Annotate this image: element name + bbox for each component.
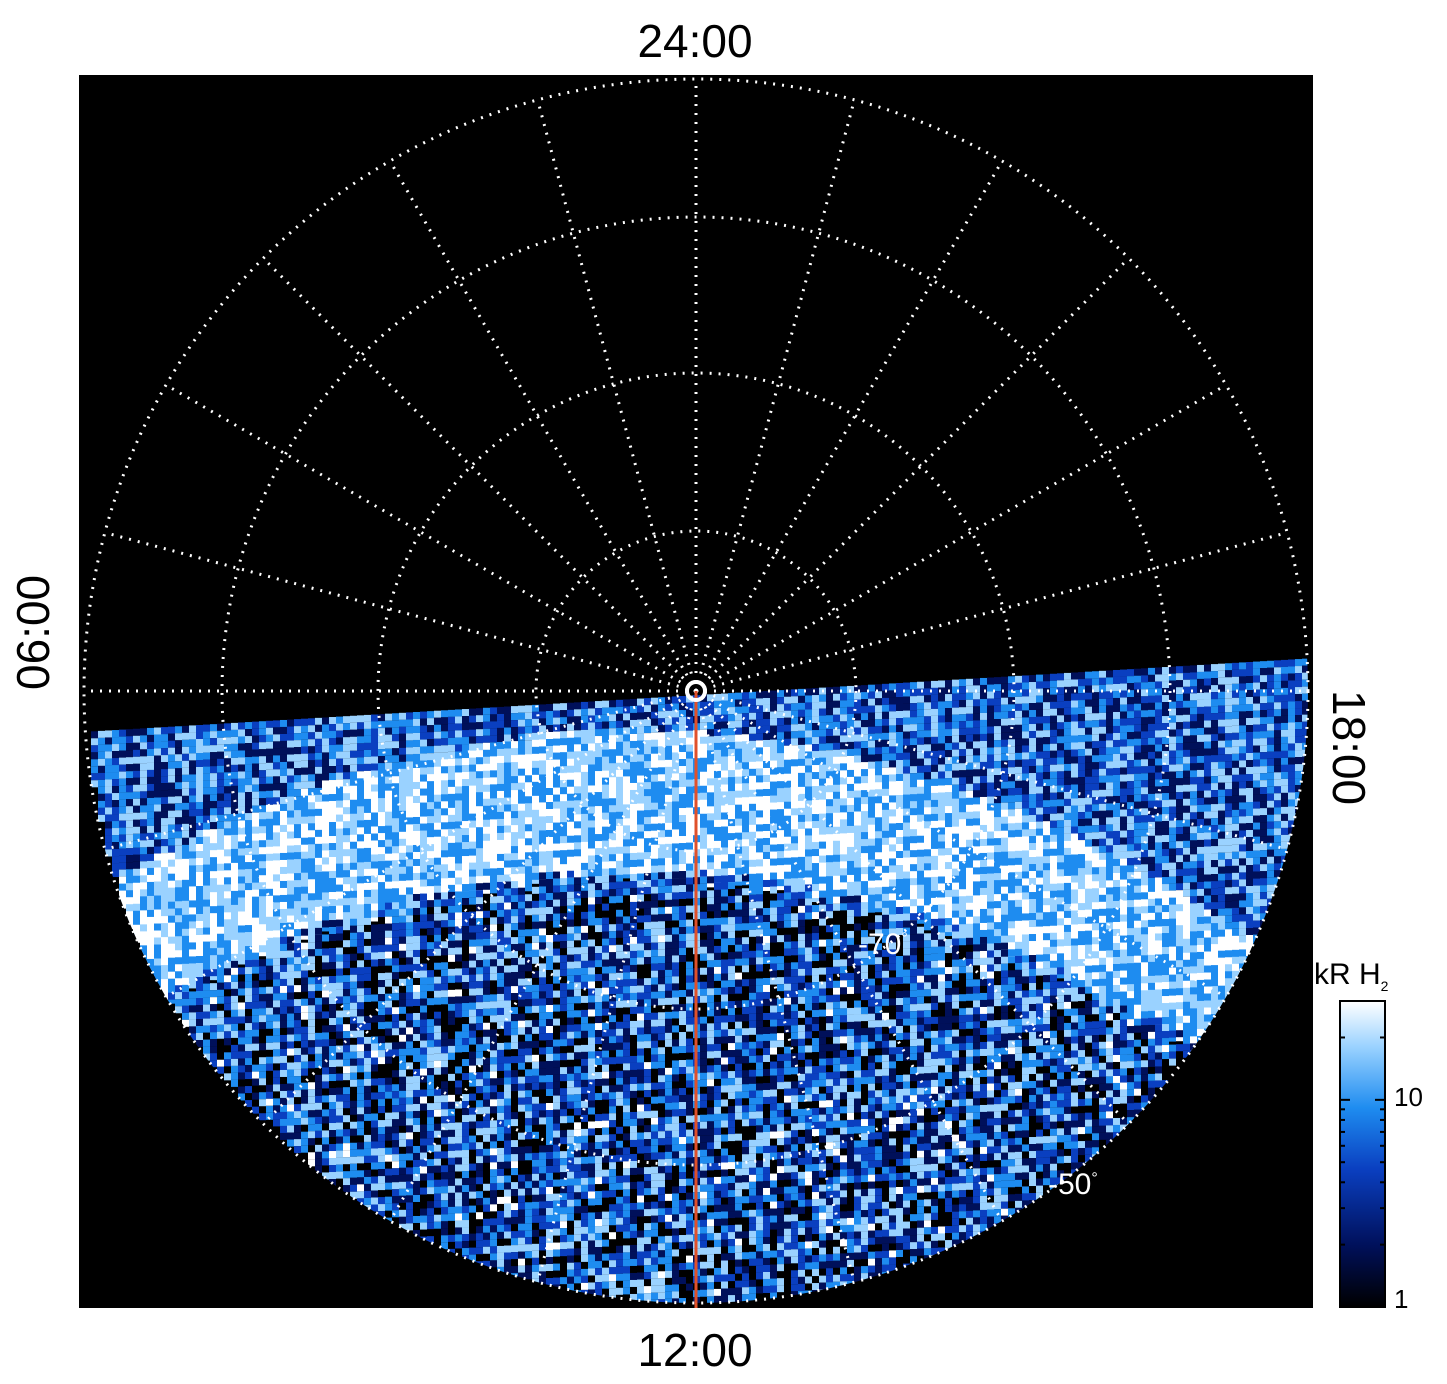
meridian-line — [388, 160, 698, 692]
meridian-line — [694, 690, 856, 1283]
colorbar — [1339, 1000, 1386, 1308]
auroral-emission-image — [91, 658, 1308, 1303]
local-time-label-right: 18:00 — [1323, 690, 1375, 806]
meridian-line — [694, 99, 856, 692]
meridian-line — [694, 689, 1130, 1125]
meridian-line — [165, 689, 697, 999]
colorbar-title: kR H2 — [1314, 958, 1389, 994]
local-time-label-top: 24:00 — [637, 15, 753, 67]
latitude-label-50: -50° — [1048, 1168, 1098, 1201]
meridian-line — [694, 690, 1004, 1222]
colorbar-ticks — [1340, 1000, 1385, 1308]
meridian-line — [262, 257, 698, 693]
meridian-line — [104, 689, 697, 851]
meridian-line — [165, 383, 697, 693]
meridian-line — [695, 383, 1227, 693]
latitude-circle — [376, 371, 1016, 1011]
meridian-line — [262, 689, 698, 1125]
meridian-line — [694, 257, 1130, 693]
latitude-label-70: -70° — [858, 928, 908, 961]
meridian-line — [536, 690, 698, 1283]
meridian-line — [695, 689, 1227, 999]
meridian-line — [695, 531, 1288, 693]
colorbar-tick-label-1: 1 — [1394, 1284, 1409, 1314]
latitude-circle — [220, 215, 1172, 1167]
local-time-label-bottom: 12:00 — [637, 1324, 753, 1376]
colorbar-tick-label-10: 10 — [1394, 1082, 1423, 1112]
latitude-circle — [82, 77, 1310, 1305]
local-time-label-left: 06:00 — [7, 574, 59, 690]
meridian-line — [388, 690, 698, 1222]
lat-lon-grid — [82, 77, 1310, 1305]
meridian-line — [695, 689, 1288, 851]
meridian-line — [104, 531, 697, 693]
pole-marker — [685, 680, 707, 702]
meridian-line — [694, 160, 1004, 692]
latitude-circle — [534, 529, 858, 853]
meridian-line — [536, 99, 698, 692]
